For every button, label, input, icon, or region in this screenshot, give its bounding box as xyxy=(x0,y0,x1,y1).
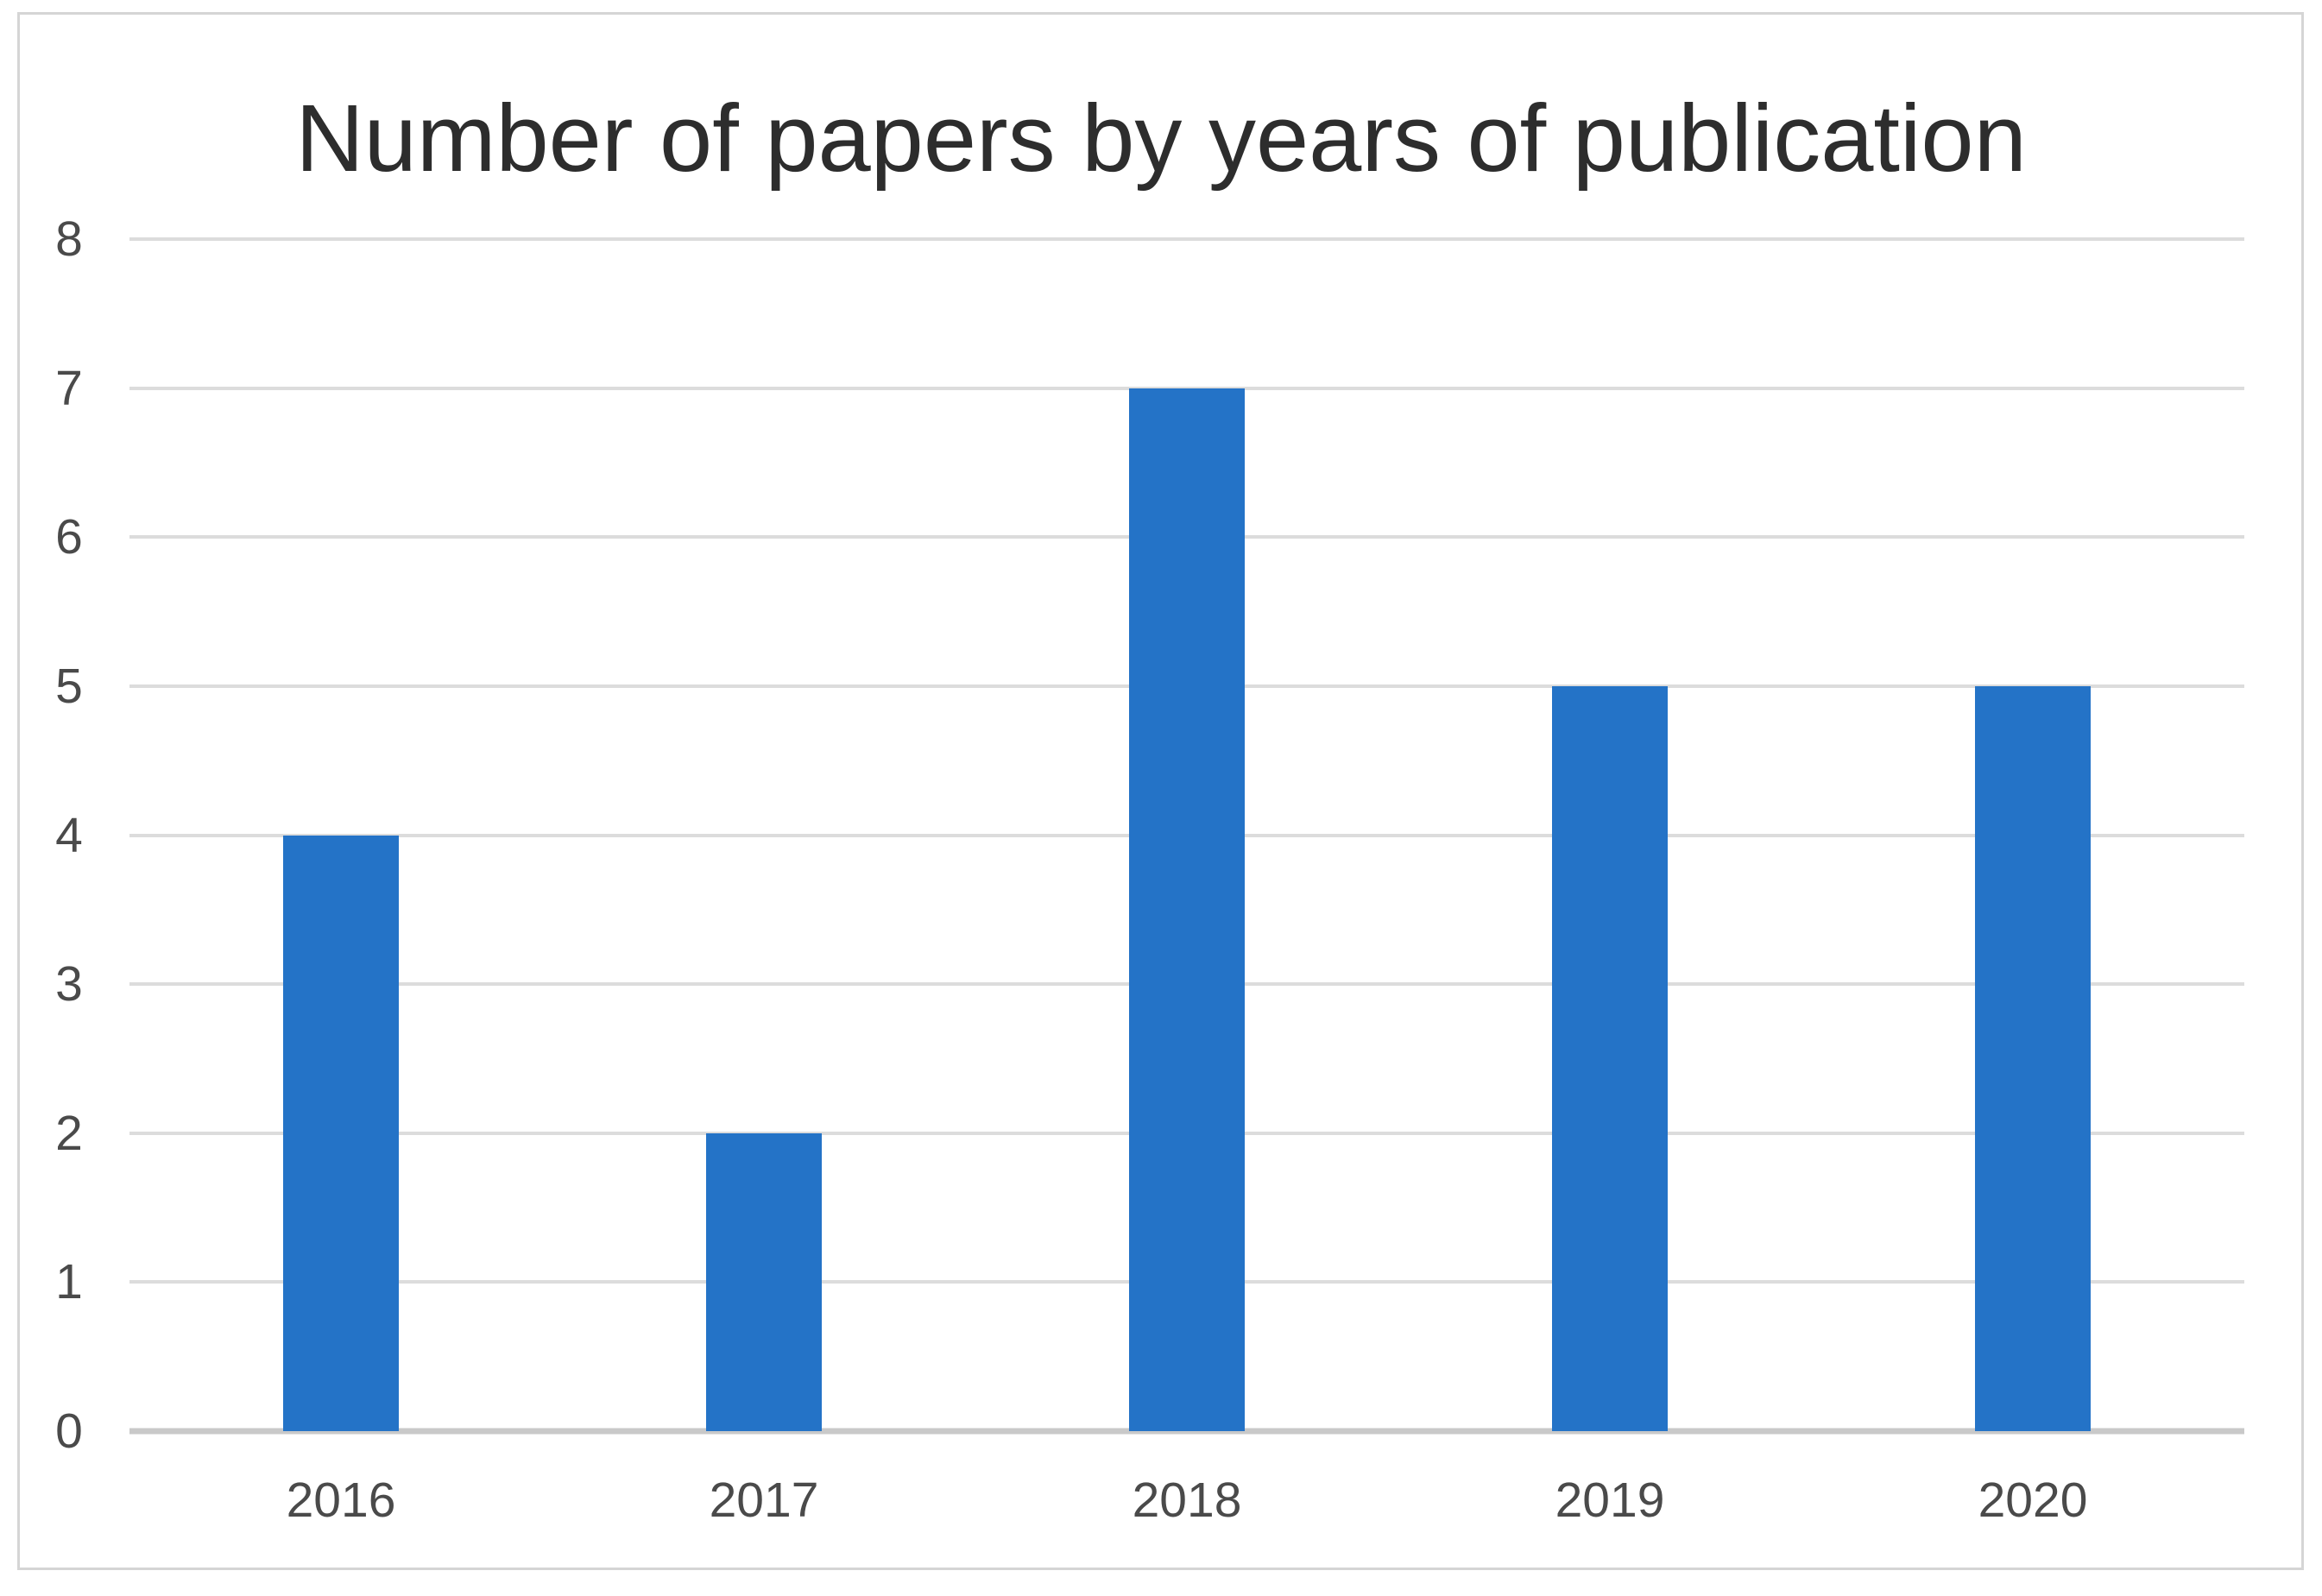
plot-area xyxy=(129,237,2244,1435)
x-tick-label-2020: 2020 xyxy=(1978,1473,2088,1528)
x-tick-label-2017: 2017 xyxy=(709,1473,819,1528)
y-axis: 0 1 2 3 4 5 6 7 8 xyxy=(22,211,117,1459)
x-tick-label-2016: 2016 xyxy=(286,1473,396,1528)
bar-2017 xyxy=(706,1132,822,1431)
gridline-8 xyxy=(129,237,2244,241)
bar-2018 xyxy=(1129,388,1245,1431)
y-tick-label-7: 7 xyxy=(55,360,83,416)
y-tick-label-8: 8 xyxy=(55,211,83,267)
x-tick-label-2019: 2019 xyxy=(1555,1473,1665,1528)
bar-2020 xyxy=(1975,685,2091,1431)
y-tick-label-2: 2 xyxy=(55,1105,83,1161)
y-tick-label-6: 6 xyxy=(55,509,83,565)
y-tick-label-3: 3 xyxy=(55,956,83,1012)
x-axis: 2016 2017 2018 2019 2020 xyxy=(129,1470,2244,1539)
x-axis-line xyxy=(129,1428,2244,1435)
y-tick-label-4: 4 xyxy=(55,807,83,863)
y-tick-label-0: 0 xyxy=(55,1404,83,1459)
bar-2016 xyxy=(283,835,399,1431)
y-tick-label-5: 5 xyxy=(55,658,83,714)
y-tick-label-1: 1 xyxy=(55,1254,83,1310)
x-tick-label-2018: 2018 xyxy=(1132,1473,1242,1528)
bar-2019 xyxy=(1552,685,1668,1431)
chart-title: Number of papers by years of publication xyxy=(295,85,2027,192)
